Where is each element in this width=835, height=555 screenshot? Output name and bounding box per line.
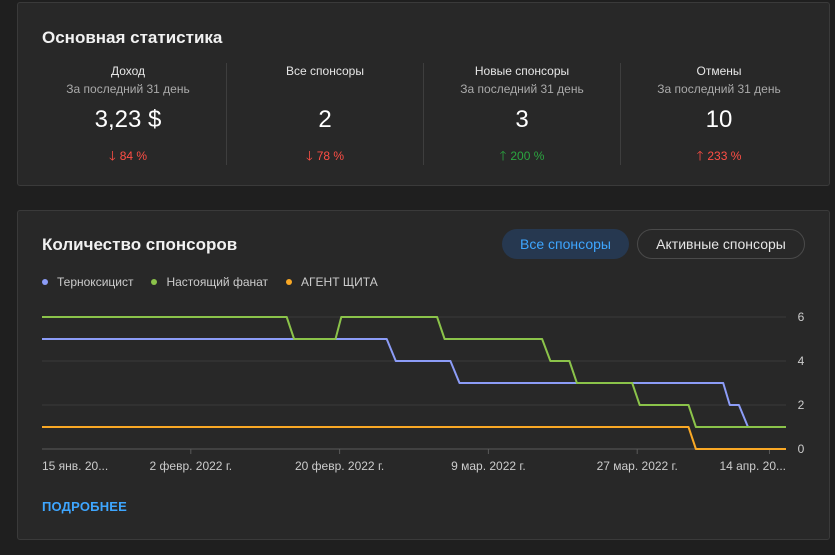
x-tick-label: 27 мар. 2022 г. bbox=[597, 459, 678, 473]
main-stats-card: Основная статистика Доход За последний 3… bbox=[17, 2, 830, 186]
all-sponsors-toggle[interactable]: Все спонсоры bbox=[502, 229, 629, 259]
metric-period: За последний 31 день bbox=[66, 82, 190, 96]
series-line bbox=[42, 426, 786, 450]
metric-all-sponsors: Все спонсоры 2 🡓 78 % bbox=[227, 61, 423, 165]
metric-cancellations: Отмены За последний 31 день 10 🡑 233 % bbox=[621, 61, 817, 165]
y-tick-label: 6 bbox=[798, 310, 805, 324]
chart-legend: Терноксицист Настоящий фанат АГЕНТ ЩИТА bbox=[42, 275, 396, 289]
active-sponsors-toggle[interactable]: Активные спонсоры bbox=[637, 229, 805, 259]
series-line bbox=[42, 316, 786, 428]
x-tick-label: 2 февр. 2022 г. bbox=[150, 459, 233, 473]
arrow-down-icon: 🡓 bbox=[305, 148, 313, 163]
metric-label: Доход bbox=[110, 64, 146, 78]
metric-change-value: 78 % bbox=[316, 149, 345, 163]
metric-change-value: 200 % bbox=[510, 149, 545, 163]
metric-period bbox=[227, 82, 423, 96]
legend-item[interactable]: Терноксицист bbox=[42, 275, 133, 289]
sponsor-count-card: Количество спонсоров Все спонсоры Активн… bbox=[17, 210, 830, 540]
metric-value: 10 bbox=[705, 106, 733, 133]
sponsor-line-chart: 0 2 4 6 15 янв. 20... 2 февр. 2022 г. 20 февр.… bbox=[42, 310, 805, 473]
series-line bbox=[42, 338, 786, 428]
metric-change: 🡑 233 % bbox=[621, 147, 817, 169]
metric-label: Все спонсоры bbox=[286, 64, 364, 78]
legend-label: Терноксицист bbox=[57, 275, 134, 289]
metric-new-sponsors: Новые спонсоры За последний 31 день 3 🡑 2… bbox=[424, 61, 620, 165]
metric-value: 2 bbox=[318, 106, 332, 133]
arrow-up-icon: 🡑 bbox=[696, 148, 704, 163]
main-stats-title: Основная статистика bbox=[42, 28, 223, 47]
arrow-up-icon: 🡑 bbox=[499, 148, 507, 163]
metric-change: 🡑 200 % bbox=[424, 147, 620, 169]
legend-dot-icon bbox=[151, 279, 158, 285]
legend-label: Настоящий фанат bbox=[166, 275, 269, 289]
legend-label: АГЕНТ ЩИТА bbox=[301, 275, 378, 289]
chart-title: Количество спонсоров bbox=[42, 235, 238, 254]
x-tick-label: 14 апр. 20... bbox=[719, 459, 786, 473]
metric-divider bbox=[423, 63, 424, 165]
x-tick-label: 15 янв. 20... bbox=[42, 459, 108, 473]
x-tick-label: 20 февр. 2022 г. bbox=[295, 459, 384, 473]
y-tick-label: 4 bbox=[798, 354, 805, 368]
metric-change: 🡓 78 % bbox=[227, 147, 423, 169]
more-details-link[interactable]: ПОДРОБНЕЕ bbox=[42, 499, 128, 514]
arrow-down-icon: 🡓 bbox=[108, 148, 116, 163]
metric-period: За последний 31 день bbox=[460, 82, 584, 96]
metric-label: Новые спонсоры bbox=[474, 64, 570, 78]
metric-divider bbox=[620, 63, 621, 165]
metric-change: 🡓 84 % bbox=[30, 147, 226, 169]
metric-change-value: 84 % bbox=[119, 149, 148, 163]
y-tick-label: 0 bbox=[798, 442, 805, 456]
metric-value: 3,23 $ bbox=[94, 106, 162, 133]
metric-divider bbox=[226, 63, 227, 165]
legend-dot-icon bbox=[42, 279, 48, 285]
legend-item[interactable]: АГЕНТ ЩИТА bbox=[286, 275, 378, 289]
x-tick-label: 9 мар. 2022 г. bbox=[451, 459, 526, 473]
metric-revenue: Доход За последний 31 день 3,23 $ 🡓 84 % bbox=[30, 61, 226, 165]
y-tick-label: 2 bbox=[798, 398, 805, 412]
metric-period: За последний 31 день bbox=[657, 82, 781, 96]
metric-change-value: 233 % bbox=[707, 149, 742, 163]
metric-label: Отмены bbox=[696, 64, 742, 78]
legend-item[interactable]: Настоящий фанат bbox=[151, 275, 268, 289]
metric-value: 3 bbox=[515, 106, 529, 133]
legend-dot-icon bbox=[286, 279, 293, 285]
